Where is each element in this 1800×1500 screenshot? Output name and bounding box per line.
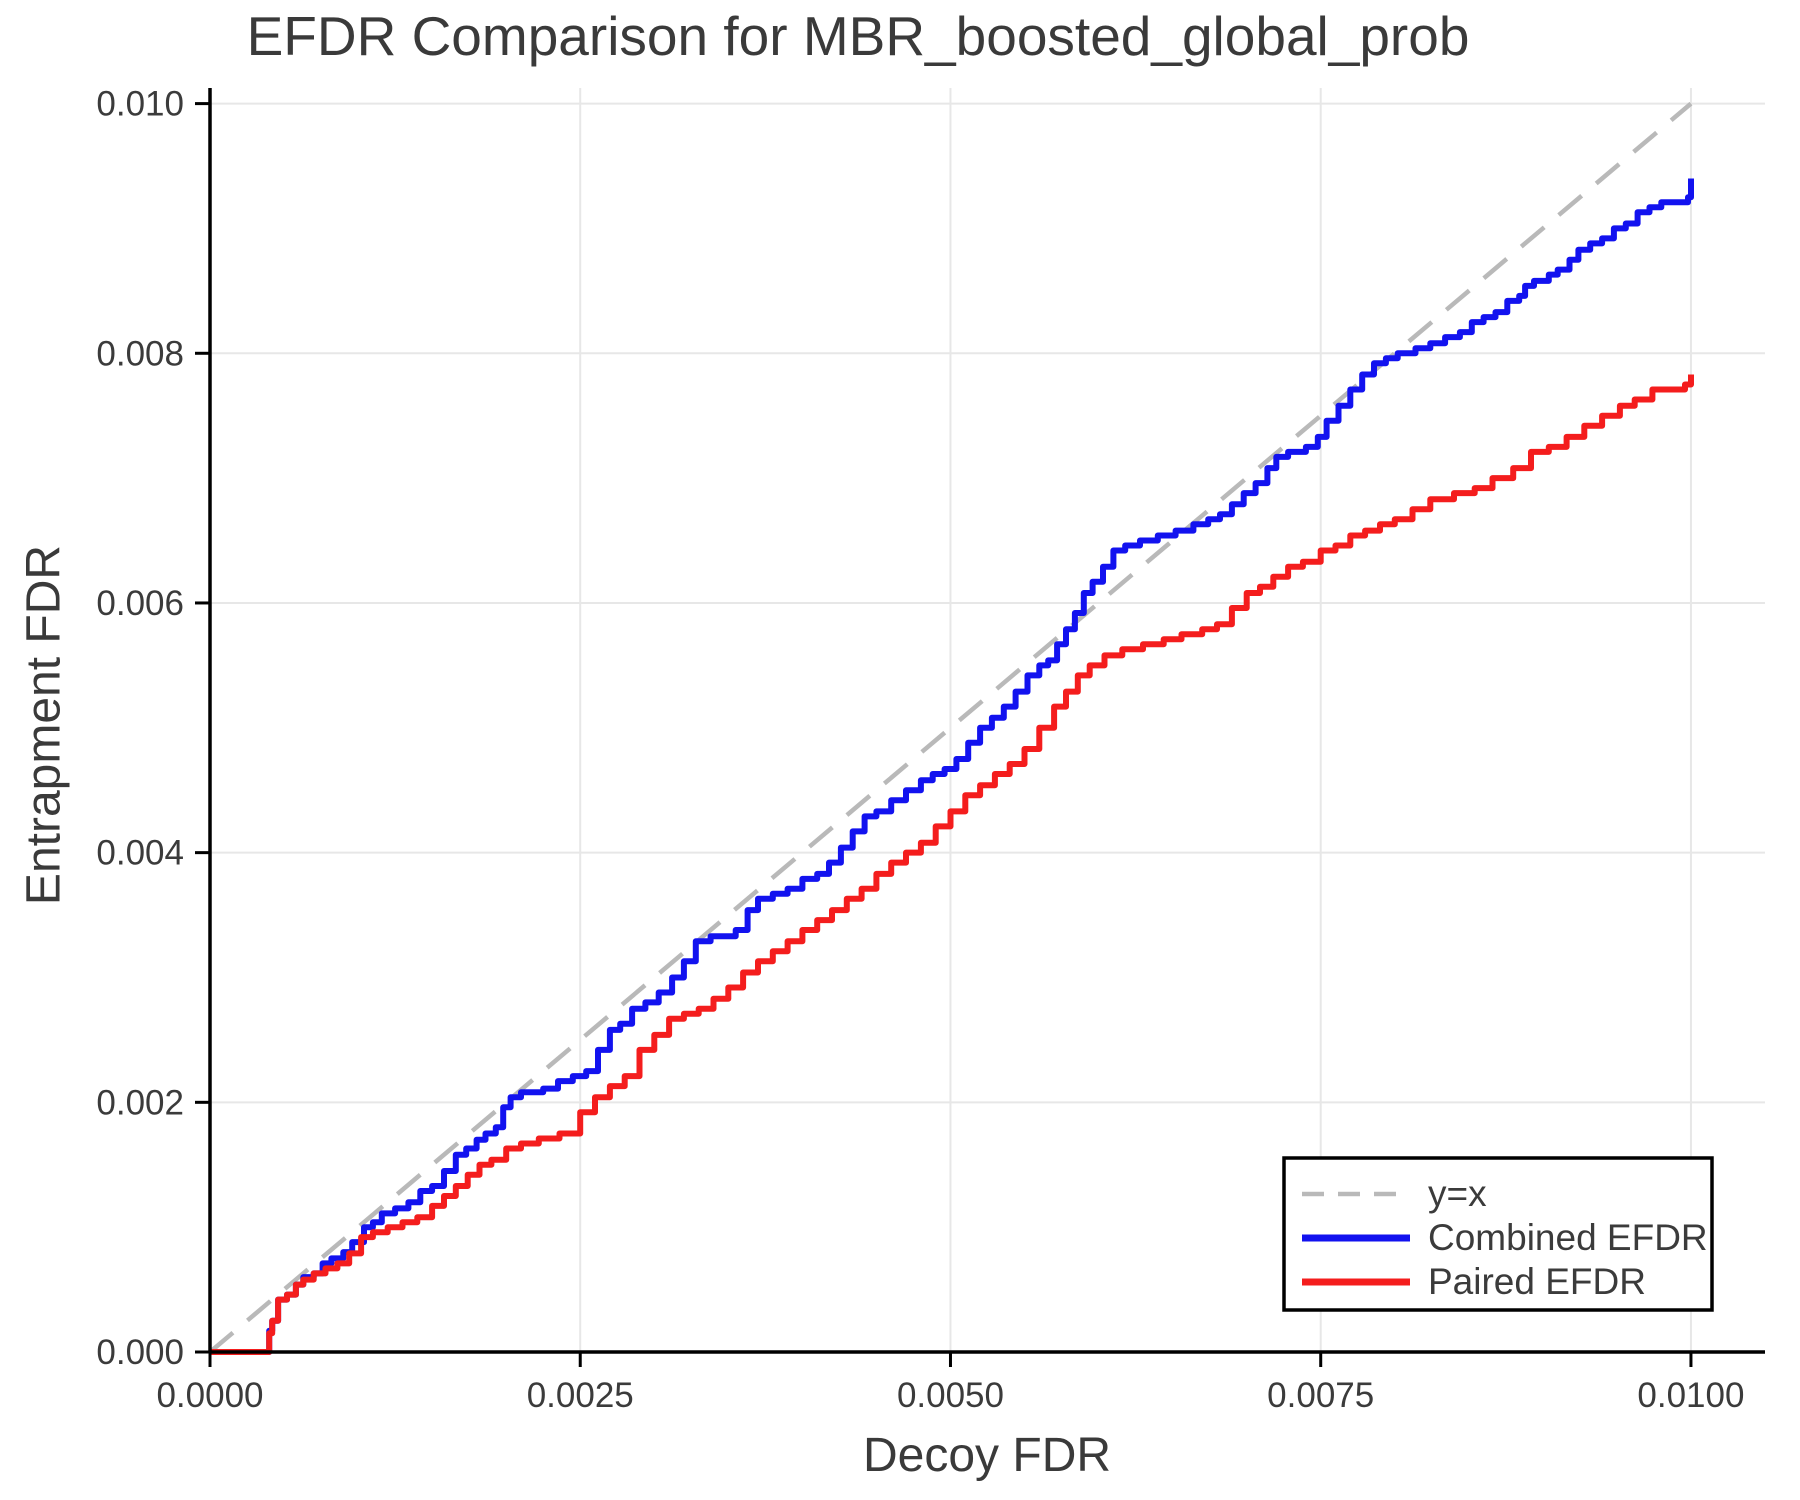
x-axis-label: Decoy FDR [862, 1429, 1112, 1482]
series-y-x-line [208, 101, 1693, 1354]
y-tick-label: 0.004 [96, 834, 184, 873]
legend-label: Paired EFDR [1428, 1261, 1646, 1302]
x-tick-label: 0.0050 [897, 1376, 1004, 1415]
x-tick-label: 0.0000 [156, 1376, 263, 1415]
x-tick-label: 0.0075 [1267, 1376, 1374, 1415]
legend-label: Combined EFDR [1428, 1217, 1708, 1258]
y-tick-label: 0.008 [96, 334, 184, 373]
y-tick-label: 0.000 [96, 1333, 184, 1372]
series-paired-efdr-line [210, 374, 1694, 1355]
y-tick-label: 0.010 [96, 85, 184, 124]
legend-label: y=x [1428, 1173, 1487, 1214]
y-axis-label: Entrapment FDR [17, 544, 71, 906]
x-tick-label: 0.0100 [1637, 1376, 1744, 1415]
y-tick-label: 0.002 [96, 1083, 184, 1122]
series-combined-efdr-line [210, 178, 1694, 1355]
x-tick-label: 0.0025 [527, 1376, 634, 1415]
y-tick-label: 0.006 [96, 584, 184, 623]
chart-title: EFDR Comparison for MBR_boosted_global_p… [246, 5, 1470, 67]
